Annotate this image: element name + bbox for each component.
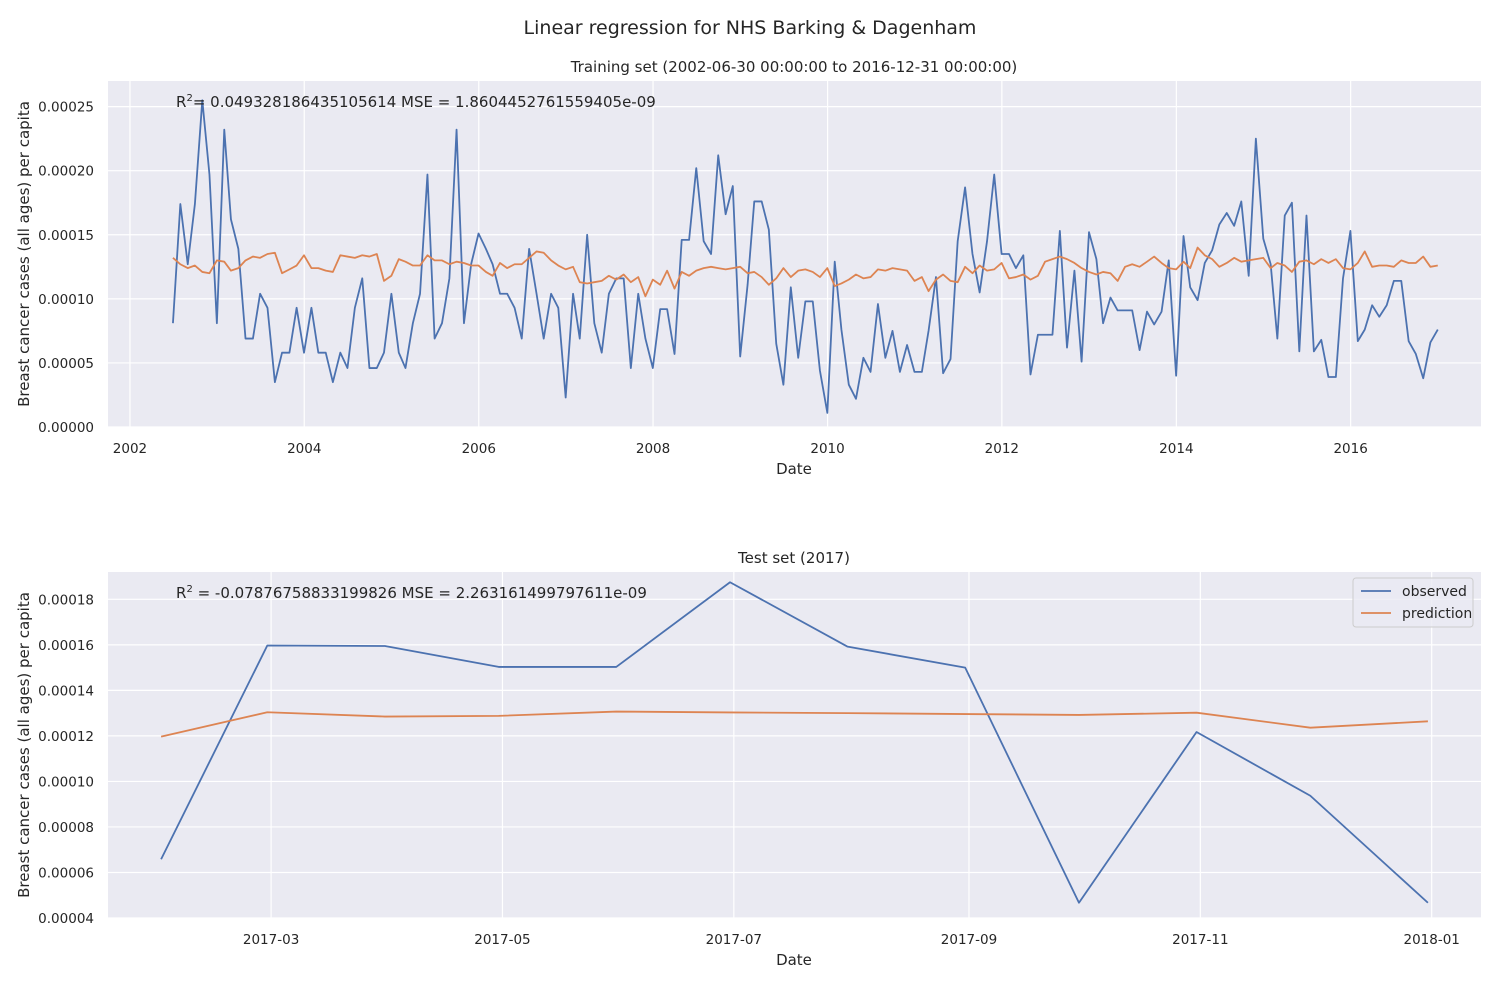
training-x-label: Date [776,460,812,478]
y-tick-label: 0.00016 [38,638,94,654]
y-tick-label: 0.00008 [38,820,94,836]
y-tick-label: 0.00010 [38,292,94,308]
y-tick-label: 0.00012 [38,729,94,745]
test-series [160,581,1429,904]
r-squared-symbol: R [176,584,186,602]
y-tick-label: 0.00015 [38,228,94,244]
y-tick-label: 0.00018 [38,592,94,608]
x-tick-label: 2006 [462,441,496,457]
figure-title: Linear regression for NHS Barking & Dage… [524,17,977,39]
x-tick-label: 2018-01 [1403,932,1459,948]
test-grid [108,572,1481,919]
x-tick-label: 2002 [113,441,147,457]
x-tick-label: 2014 [1159,441,1193,457]
r-squared-symbol: R [176,93,186,111]
training-plot-area [108,81,1481,427]
test-x-ticks: 2017-03 2017-05 2017-07 2017-09 2017-11 2018-… [243,932,1460,948]
y-tick-label: 0.00005 [38,356,94,372]
x-tick-label: 2012 [985,441,1019,457]
x-tick-label: 2017-07 [706,932,762,948]
test-y-ticks: 0.00004 0.00006 0.00008 0.00010 0.00012 0.000… [38,592,94,927]
y-tick-label: 0.00006 [38,865,94,881]
training-y-ticks: 0.00000 0.00005 0.00010 0.00015 0.00020 0.000… [38,100,94,436]
x-tick-label: 2017-11 [1172,932,1228,948]
x-tick-label: 2017-03 [243,932,299,948]
x-tick-label: 2016 [1333,441,1367,457]
y-tick-label: 0.00000 [38,420,94,436]
y-tick-label: 0.00014 [38,683,94,699]
x-tick-label: 2008 [636,441,670,457]
x-tick-label: 2017-05 [474,932,530,948]
training-grid [108,81,1481,428]
training-series [172,99,1439,414]
training-stats: R2= 0.049328186435105614 MSE = 1.8604452… [176,93,656,111]
training-panel: Training set (2002-06-30 00:00:00 to 201… [15,58,1481,478]
x-tick-label: 2017-09 [941,932,997,948]
y-tick-label: 0.00020 [38,164,94,180]
training-title: Training set (2002-06-30 00:00:00 to 201… [570,58,1018,76]
test-y-label: Breast cancer cases (all ages) per capit… [15,592,33,898]
test-panel: Test set (2017) 2017-03 2017-05 2017-07 201… [15,549,1481,969]
test-stats: R2 = -0.07876758833199826 MSE = 2.263161… [176,584,647,602]
y-tick-label: 0.00010 [38,774,94,790]
legend-label-prediction: prediction [1402,606,1472,622]
test-x-label: Date [776,951,812,969]
x-tick-label: 2004 [287,441,321,457]
test-legend: observed prediction [1352,577,1474,628]
series-line-prediction [160,710,1428,738]
test-title: Test set (2017) [737,549,850,567]
training-x-ticks: 2002 2004 2006 2008 2010 2012 2014 2016 [113,441,1368,457]
test-stats-values: = -0.07876758833199826 MSE = 2.263161499… [193,584,647,602]
training-stats-values: = 0.049328186435105614 MSE = 1.860445276… [193,93,656,111]
series-line-observed [172,99,1439,414]
y-tick-label: 0.00025 [38,100,94,116]
x-tick-label: 2010 [810,441,844,457]
series-line-observed [160,581,1429,904]
training-y-label: Breast cancer cases (all ages) per capit… [15,101,33,407]
series-line-prediction [172,246,1438,298]
legend-label-observed: observed [1402,584,1467,600]
test-plot-area [108,572,1481,918]
y-tick-label: 0.00004 [38,911,94,927]
